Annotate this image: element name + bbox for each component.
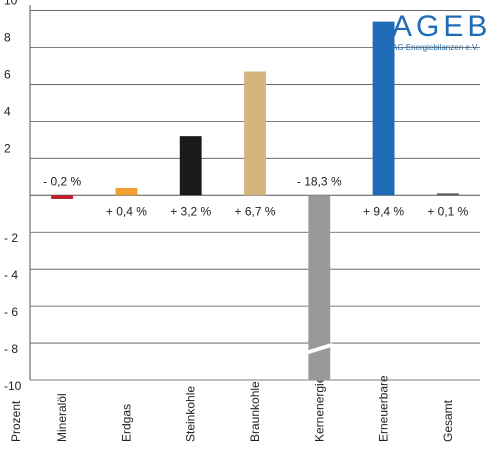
y-tick-label: 10 [4, 0, 18, 8]
value-label: - 0,2 % [43, 174, 81, 188]
x-tick-label: Gesamt [441, 399, 455, 442]
bar [436, 193, 459, 196]
bar [115, 187, 138, 196]
bar [244, 71, 266, 196]
value-label: + 3,2 % [170, 204, 211, 218]
y-tick-label: 4 [4, 104, 11, 118]
y-tick-label: - 8 [4, 342, 18, 356]
x-tick-label: Mineralöl [55, 393, 69, 442]
value-label: + 6,7 % [234, 204, 275, 218]
bar [372, 21, 395, 196]
value-label: - 18,3 % [297, 174, 342, 188]
value-label: + 9,4 % [363, 204, 404, 218]
y-axis-label: Prozent [9, 400, 23, 442]
bar [51, 195, 74, 199]
y-tick-label: - 4 [4, 268, 18, 282]
bar [179, 136, 202, 196]
x-tick-label: Erdgas [119, 404, 133, 442]
y-tick-label: 2 [4, 141, 11, 155]
x-tick-label: Erneuerbare [377, 375, 391, 442]
bar [308, 195, 331, 380]
y-tick-label: 6 [4, 67, 11, 81]
brand: AGEB [392, 10, 487, 43]
y-tick-label: - 2 [4, 231, 18, 245]
y-tick-label: - 6 [4, 305, 18, 319]
y-tick-label: 8 [4, 30, 11, 44]
x-tick-label: Kernenergie [312, 376, 326, 442]
y-tick-label: -10 [4, 379, 22, 393]
axis-break [306, 342, 333, 355]
x-tick-label: Steinkohle [184, 386, 198, 442]
value-label: + 0,4 % [106, 204, 147, 218]
value-label: + 0,1 % [427, 204, 468, 218]
x-tick-label: Braunkohle [248, 381, 262, 442]
